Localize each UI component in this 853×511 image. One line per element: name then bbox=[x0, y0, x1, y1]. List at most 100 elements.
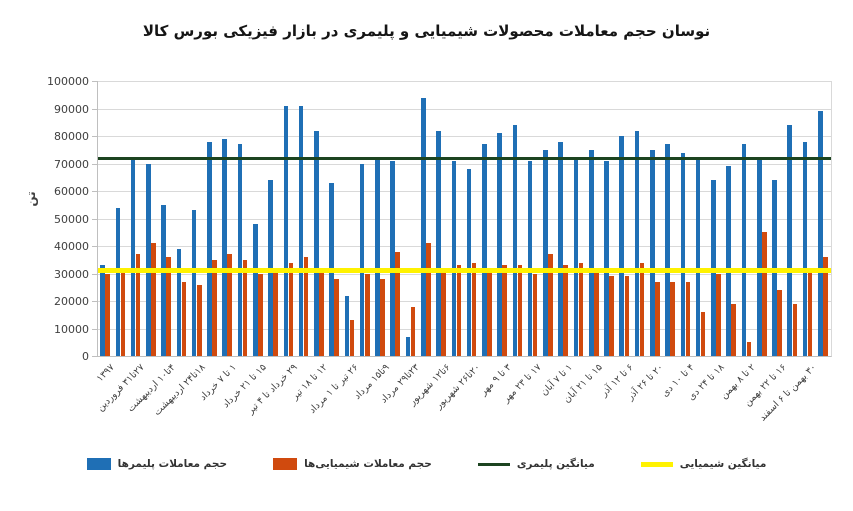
polymer-volume-bar bbox=[558, 141, 563, 356]
chemical-volume-bar bbox=[181, 281, 187, 356]
chemical-volume-bar bbox=[212, 259, 217, 356]
chemical-volume-bar bbox=[593, 268, 599, 356]
chemical-volume-bar bbox=[502, 265, 507, 356]
chemical-volume-bar bbox=[517, 265, 523, 356]
chemical-volume-bar bbox=[166, 257, 171, 356]
chemical-volume-bar bbox=[624, 276, 630, 356]
legend-item: میانگین شیمیایی bbox=[640, 458, 766, 470]
chemical-volume-bar bbox=[639, 262, 645, 356]
gridline bbox=[98, 246, 831, 247]
legend-line-swatch bbox=[640, 461, 673, 467]
polymer-volume-bar bbox=[665, 144, 670, 356]
polymer-volume-bar bbox=[375, 158, 380, 356]
polymer-volume-bar bbox=[527, 160, 533, 356]
chemical-volume-bar bbox=[105, 273, 110, 356]
polymer-volume-bar bbox=[695, 158, 701, 356]
chemical-volume-bar bbox=[532, 273, 538, 356]
chemical-volume-bar bbox=[746, 342, 752, 356]
chemical-volume-bar bbox=[258, 273, 263, 356]
legend-item: میانگین پلیمری bbox=[477, 458, 595, 470]
legend-bar-swatch bbox=[86, 458, 111, 470]
chemical-volume-bar bbox=[410, 306, 416, 356]
y-tick-label: 70000 bbox=[54, 157, 89, 171]
polymer-volume-bar bbox=[512, 125, 518, 356]
y-tick-label: 80000 bbox=[54, 130, 89, 143]
chemical-volume-bar bbox=[792, 303, 798, 356]
polymer-volume-bar bbox=[222, 138, 228, 356]
chemical-average-line bbox=[98, 268, 831, 274]
polymer-average-line bbox=[98, 156, 831, 160]
y-tick-mark bbox=[92, 246, 97, 247]
polymer-volume-bar bbox=[115, 207, 121, 356]
y-tick-label: 50000 bbox=[54, 212, 89, 226]
polymer-volume-bar bbox=[268, 180, 273, 356]
polymer-volume-bar bbox=[726, 166, 731, 356]
gridline bbox=[98, 273, 831, 275]
chemical-volume-bar bbox=[288, 262, 294, 356]
polymer-volume-bar bbox=[436, 130, 441, 356]
chemical-volume-bar bbox=[364, 273, 370, 356]
polymer-volume-bar bbox=[466, 169, 472, 356]
polymer-volume-bar bbox=[543, 149, 548, 356]
polymer-volume-bar bbox=[176, 248, 182, 356]
chemical-volume-bar bbox=[823, 257, 828, 356]
polymer-volume-bar bbox=[588, 149, 594, 356]
polymer-volume-bar bbox=[634, 130, 640, 356]
polymer-volume-bar bbox=[818, 111, 823, 356]
chemical-volume-bar bbox=[196, 284, 202, 356]
polymer-volume-bar bbox=[283, 105, 289, 356]
chemical-volume-bar bbox=[609, 276, 614, 356]
y-tick-label: 60000 bbox=[54, 185, 89, 198]
polymer-volume-bar bbox=[482, 144, 487, 356]
chemical-volume-bar bbox=[426, 243, 431, 356]
polymer-volume-bar bbox=[359, 163, 365, 356]
gridline bbox=[98, 108, 831, 110]
legend-item: حجم معاملات شیمیایی‌ها bbox=[273, 458, 432, 470]
y-tick-label: 10000 bbox=[54, 322, 89, 336]
chemical-volume-bar bbox=[334, 279, 339, 356]
gridline bbox=[98, 301, 831, 302]
y-tick-mark bbox=[92, 301, 97, 302]
polymer-volume-bar bbox=[298, 105, 304, 356]
polymer-volume-bar bbox=[573, 158, 579, 356]
legend-line-swatch bbox=[477, 462, 510, 466]
polymer-volume-bar bbox=[191, 210, 197, 356]
chart-title: نوسان حجم معاملات محصولات شیمیایی و پلیم… bbox=[142, 22, 711, 40]
chemical-volume-bar bbox=[135, 254, 141, 356]
chemical-volume-bar bbox=[242, 259, 248, 356]
gridline bbox=[98, 191, 831, 192]
y-tick-label: 20000 bbox=[54, 295, 89, 308]
polymer-volume-bar bbox=[390, 160, 395, 356]
chemical-volume-bar bbox=[700, 312, 706, 356]
polymer-volume-bar bbox=[711, 180, 716, 356]
polymer-volume-bar bbox=[252, 224, 258, 356]
polymer-volume-bar bbox=[741, 144, 747, 356]
polymer-volume-bar bbox=[802, 141, 808, 356]
polymer-volume-bar bbox=[207, 141, 212, 356]
polymer-volume-bar bbox=[130, 158, 136, 356]
chemical-volume-bar bbox=[731, 303, 736, 356]
chemical-volume-bar bbox=[563, 265, 569, 356]
chemical-volume-bar bbox=[777, 290, 782, 356]
legend-label: میانگین پلیمری bbox=[516, 458, 595, 470]
gridline bbox=[98, 328, 831, 330]
chemical-volume-bar bbox=[685, 281, 691, 356]
chemical-volume-bar bbox=[227, 254, 233, 356]
chemical-volume-bar bbox=[349, 320, 355, 356]
chemical-volume-bar bbox=[716, 273, 721, 356]
gridline bbox=[98, 218, 831, 220]
chemical-volume-bar bbox=[471, 262, 477, 356]
chemical-volume-bar bbox=[548, 254, 553, 356]
legend-item: حجم معاملات پلیمرها bbox=[86, 458, 227, 470]
polymer-volume-bar bbox=[497, 133, 502, 356]
y-tick-label: 40000 bbox=[54, 240, 89, 253]
chemical-volume-bar bbox=[380, 279, 385, 356]
chemical-volume-bar bbox=[578, 262, 584, 356]
legend-label: حجم معاملات شیمیایی‌ها bbox=[304, 458, 432, 470]
chemical-volume-bar bbox=[655, 281, 660, 356]
y-tick-label: 30000 bbox=[54, 267, 89, 281]
polymer-volume-bar bbox=[619, 136, 625, 356]
chemical-volume-bar bbox=[395, 251, 401, 356]
polymer-volume-bar bbox=[420, 97, 426, 356]
polymer-volume-bar bbox=[756, 158, 762, 356]
